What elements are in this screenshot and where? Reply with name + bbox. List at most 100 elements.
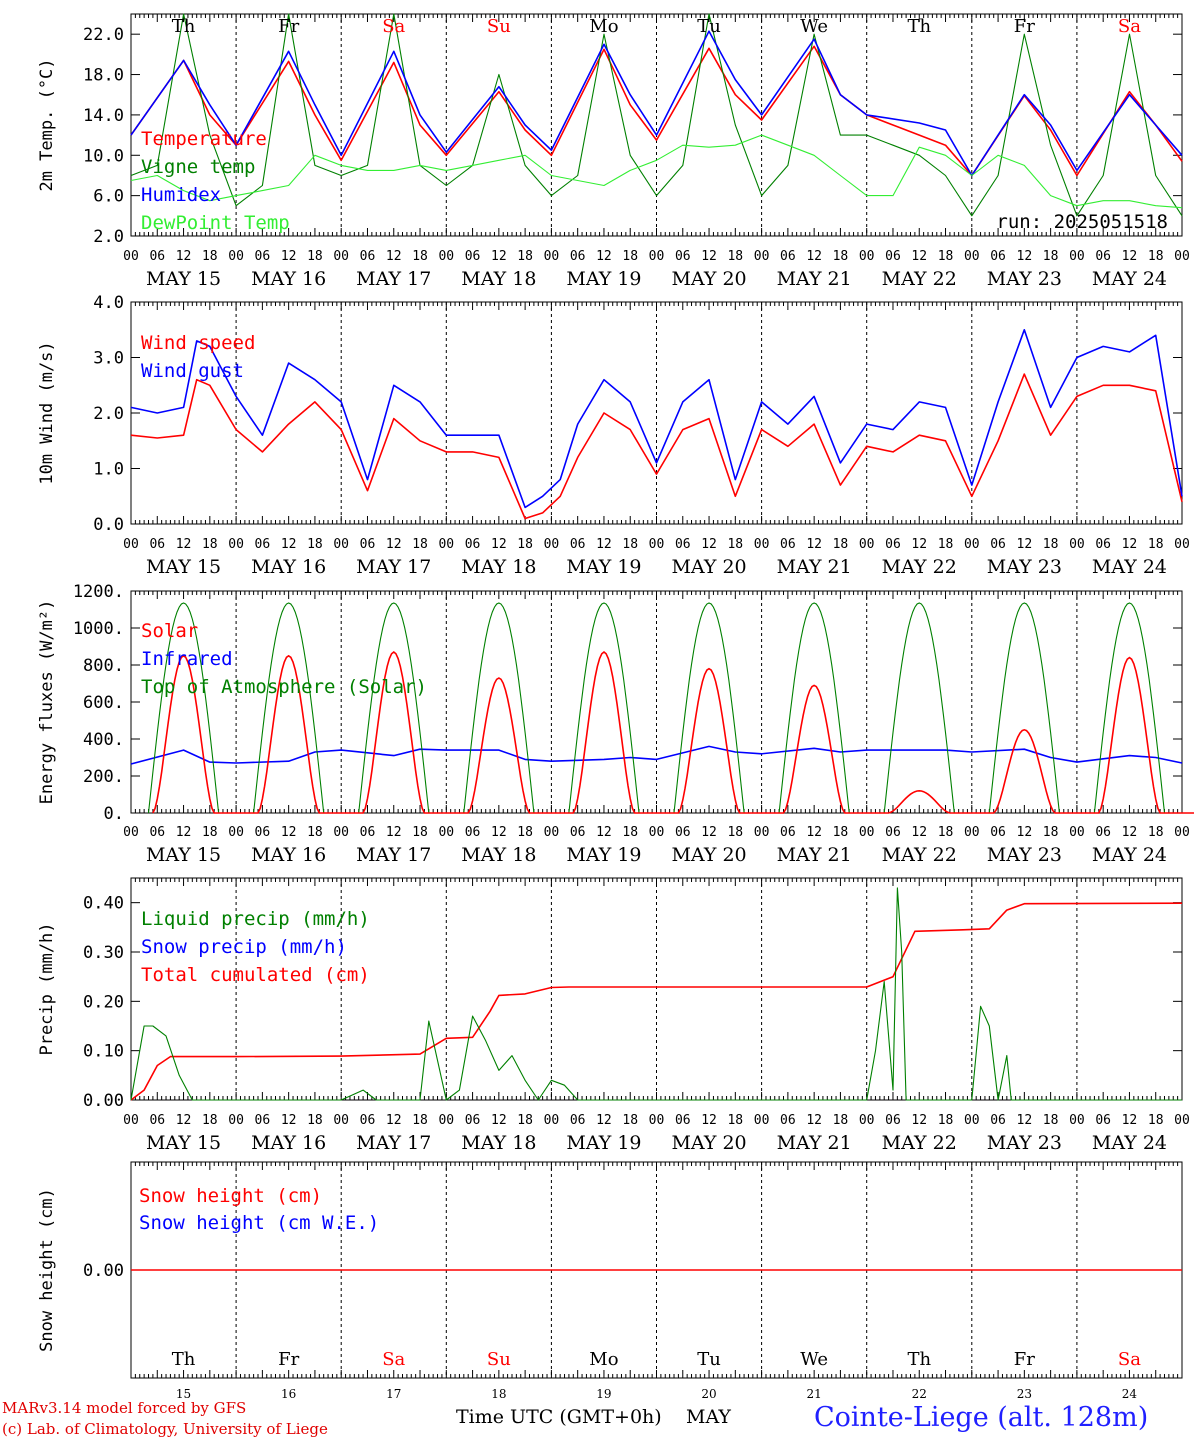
hour-label: 06	[1095, 825, 1111, 840]
hour-label: 00	[754, 537, 770, 552]
legend-entry: Snow height (cm W.E.)	[139, 1212, 379, 1234]
date-label: MAY 18	[461, 556, 536, 578]
hour-label: 00	[859, 1113, 875, 1128]
hour-label: 12	[596, 249, 612, 264]
lab-credit: (c) Lab. of Climatology, University of L…	[2, 1420, 328, 1438]
hour-label: 00	[754, 1113, 770, 1128]
hour-label: 18	[517, 1113, 533, 1128]
date-label: MAY 20	[671, 1132, 746, 1154]
hour-label: 06	[465, 249, 481, 264]
weekday-label: Sa	[382, 1349, 405, 1370]
y-tick-label: 1200.	[73, 582, 124, 602]
hour-label: 06	[885, 537, 901, 552]
hour-label: 06	[780, 825, 796, 840]
y-tick-label: 18.0	[83, 66, 124, 86]
hour-label: 06	[780, 249, 796, 264]
weekday-label: Sa	[1118, 16, 1141, 37]
hour-label: 12	[281, 825, 297, 840]
hour-label: 06	[149, 249, 165, 264]
weekday-label: Th	[907, 1349, 931, 1370]
hour-label: 18	[517, 249, 533, 264]
day-number-label: 19	[596, 1387, 611, 1401]
date-label: MAY 23	[987, 1132, 1062, 1154]
hour-label: 18	[727, 537, 743, 552]
hour-label: 06	[780, 1113, 796, 1128]
x-axis-month: MAY	[686, 1406, 731, 1428]
day-number-label: 15	[176, 1387, 191, 1401]
hour-label: 12	[176, 1113, 192, 1128]
hour-label: 06	[360, 825, 376, 840]
hour-label: 12	[1122, 537, 1138, 552]
hour-label: 06	[465, 537, 481, 552]
run-label: run: 2025051518	[996, 211, 1168, 233]
hour-label: 06	[675, 249, 691, 264]
weekday-label: Sa	[1118, 1349, 1141, 1370]
hour-label: 12	[281, 537, 297, 552]
hour-label: 06	[255, 537, 271, 552]
hour-label: 18	[307, 249, 323, 264]
panel-snow: 0.00 Snow height (cm) Snow height (cm) Snow…	[37, 1161, 1183, 1401]
y-tick-label: 2.0	[93, 404, 124, 424]
hour-label: 06	[990, 1113, 1006, 1128]
weekday-label: We	[800, 16, 828, 37]
hour-label: 12	[491, 825, 507, 840]
hour-label: 00	[964, 1113, 980, 1128]
date-label: MAY 19	[566, 268, 641, 290]
hour-label: 18	[517, 825, 533, 840]
hour-label: 06	[885, 1113, 901, 1128]
hour-label: 12	[176, 537, 192, 552]
legend-entry: Snow height (cm)	[139, 1185, 322, 1207]
hour-label: 12	[806, 537, 822, 552]
hour-label: 12	[1017, 1113, 1033, 1128]
hour-label: 12	[491, 1113, 507, 1128]
hour-label: 00	[123, 1113, 139, 1128]
hour-label: 00	[649, 825, 665, 840]
date-label: MAY 21	[777, 1132, 852, 1154]
date-label: MAY 16	[251, 268, 326, 290]
hour-label: 12	[281, 1113, 297, 1128]
day-number-label: 20	[701, 1387, 716, 1401]
hour-label: 00	[859, 249, 875, 264]
y-tick-label: 0.10	[83, 1042, 124, 1062]
hour-label: 00	[333, 249, 349, 264]
hour-label: 06	[149, 825, 165, 840]
hour-label: 00	[649, 537, 665, 552]
weekday-label: Th	[172, 1349, 196, 1370]
series-vigne-temp	[130, 13, 1183, 217]
y-tick-label: 3.0	[93, 349, 124, 369]
weekday-label: Mo	[589, 16, 618, 37]
day-number-label: 18	[491, 1387, 506, 1401]
date-label: MAY 15	[146, 844, 221, 866]
panels: 2.0 6.0 10.0 14.0 18.0 22.0 2m Temp. (°C) 00 06 1…	[37, 13, 1194, 1401]
hour-label: 12	[701, 825, 717, 840]
panel-precip: 0.00 0.10 0.20 0.30 0.40 Precip (mm/h) 00 06 12 1…	[37, 877, 1190, 1154]
hour-label: 18	[412, 249, 428, 264]
hour-label: 06	[570, 537, 586, 552]
y-axis-label: 10m Wind (m/s)	[37, 341, 57, 484]
hour-label: 18	[307, 537, 323, 552]
legend-entry: Humidex	[141, 184, 221, 206]
date-label: MAY 17	[356, 1132, 431, 1154]
date-label: MAY 22	[882, 844, 957, 866]
hour-label: 18	[938, 537, 954, 552]
date-label: MAY 23	[987, 556, 1062, 578]
hour-label: 00	[438, 825, 454, 840]
hour-label: 00	[544, 825, 560, 840]
hour-label: 18	[412, 1113, 428, 1128]
date-label: MAY 18	[461, 268, 536, 290]
hour-label: 12	[806, 249, 822, 264]
hour-label: 18	[1148, 1113, 1164, 1128]
hour-label: 12	[911, 249, 927, 264]
hour-label: 06	[149, 1113, 165, 1128]
hour-label: 18	[1043, 1113, 1059, 1128]
hour-label: 06	[360, 537, 376, 552]
hour-label: 00	[123, 249, 139, 264]
hour-label: 18	[622, 1113, 638, 1128]
hour-label: 12	[1017, 825, 1033, 840]
hour-label: 06	[1095, 1113, 1111, 1128]
hour-label: 18	[622, 825, 638, 840]
date-label: MAY 17	[356, 556, 431, 578]
y-tick-label: 600.	[83, 693, 124, 713]
date-label: MAY 18	[461, 844, 536, 866]
hour-label: 12	[911, 537, 927, 552]
